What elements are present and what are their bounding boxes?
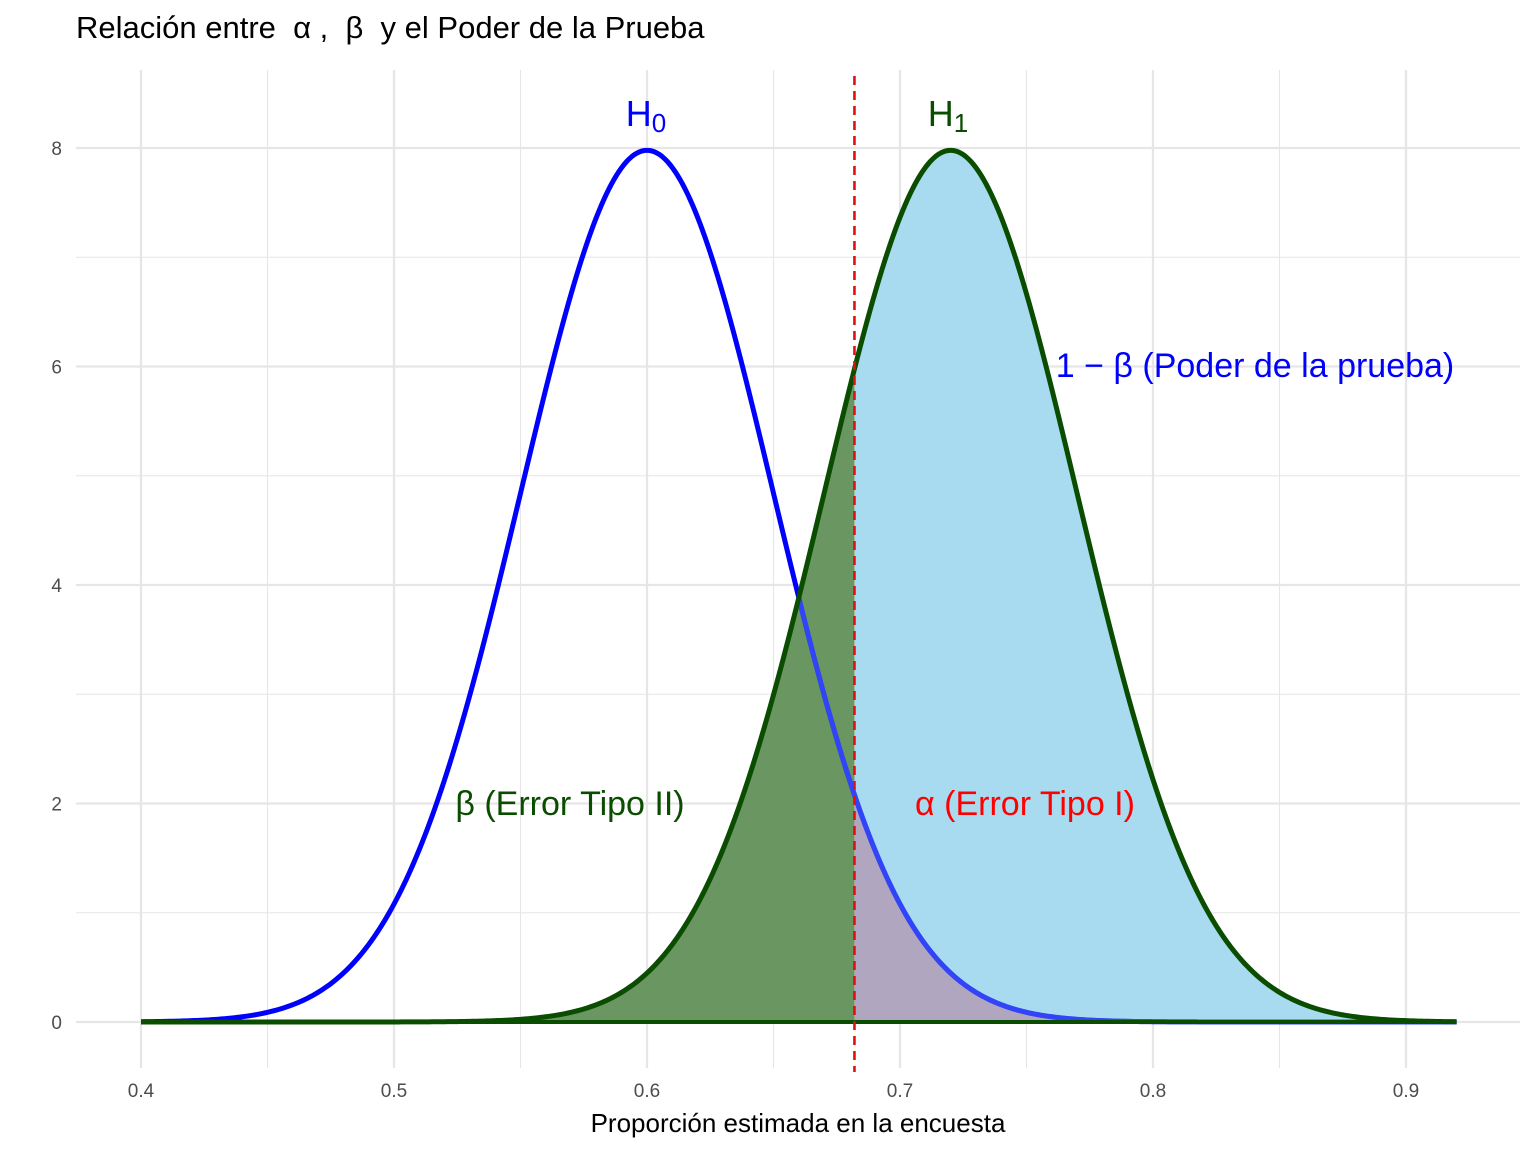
h0-label-sub: 0 — [652, 108, 666, 138]
chart-title: Relación entre α , β y el Poder de la Pr… — [76, 10, 705, 45]
y-tick-label: 6 — [51, 358, 62, 379]
y-tick-label: 0 — [51, 1013, 62, 1034]
x-tick-label: 0.8 — [1140, 1081, 1166, 1102]
x-axis-tick-labels: 0.4 0.5 0.6 0.7 0.8 0.9 — [128, 1081, 1419, 1102]
y-tick-label: 2 — [51, 795, 62, 816]
x-tick-label: 0.6 — [634, 1081, 660, 1102]
x-tick-label: 0.5 — [381, 1081, 407, 1102]
x-tick-label: 0.7 — [887, 1081, 913, 1102]
power-label: 1 − β (Poder de la prueba) — [1056, 347, 1455, 385]
x-tick-label: 0.4 — [128, 1081, 155, 1102]
h1-label-main: H — [928, 93, 954, 134]
alpha-label: α (Error Tipo I) — [915, 785, 1135, 823]
beta-label: β (Error Tipo II) — [455, 785, 684, 823]
h0-label-main: H — [626, 93, 652, 134]
alpha-region — [854, 794, 1457, 1022]
y-axis-tick-labels: 0 2 4 6 8 — [51, 139, 62, 1034]
density-curves — [140, 147, 1457, 1025]
h1-label: H1 — [928, 93, 968, 138]
x-axis-label: Proporción estimada en la encuesta — [591, 1108, 1006, 1138]
annotations: H0 H1 1 − β (Poder de la prueba) β (Erro… — [455, 93, 1454, 823]
x-tick-label: 0.9 — [1393, 1081, 1419, 1102]
power-region — [854, 150, 1457, 1022]
h0-label: H0 — [626, 93, 666, 138]
area-fills — [141, 150, 1457, 1023]
y-tick-label: 4 — [51, 576, 62, 597]
beta-region — [141, 368, 855, 1023]
y-tick-label: 8 — [51, 139, 62, 160]
h1-label-sub: 1 — [954, 108, 968, 138]
